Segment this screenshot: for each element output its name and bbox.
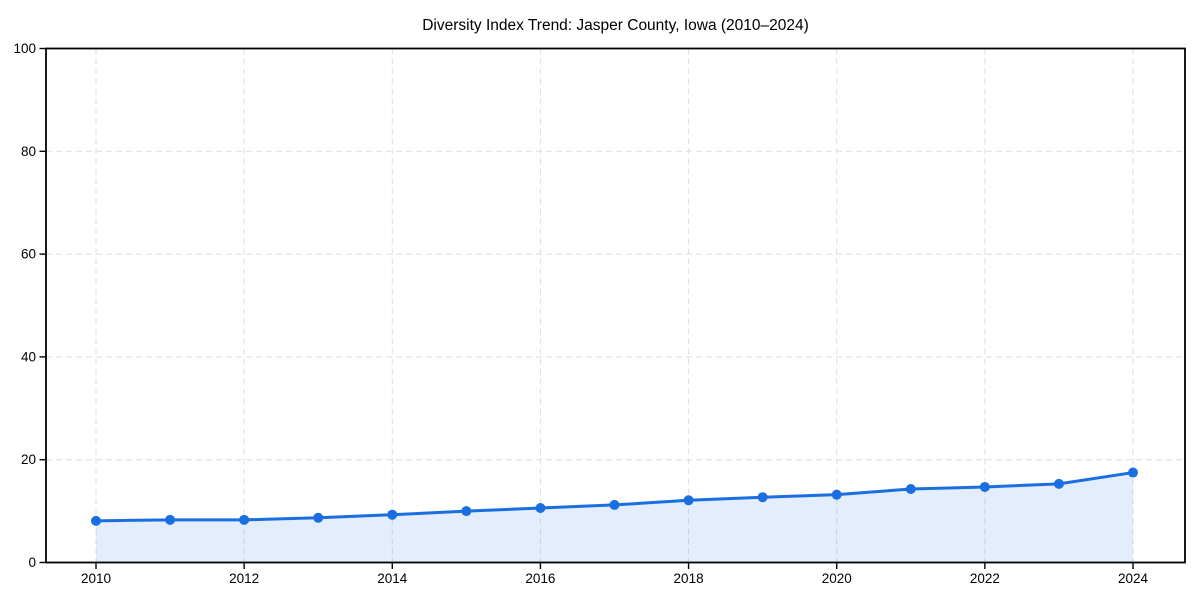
- data-point-2015: [461, 506, 472, 517]
- x-tick-label-2020: 2020: [822, 571, 852, 586]
- x-tick-label-2012: 2012: [229, 571, 259, 586]
- data-point-2012: [239, 514, 250, 525]
- x-tick-label-2018: 2018: [674, 571, 704, 586]
- chart-title: Diversity Index Trend: Jasper County, Io…: [422, 17, 809, 34]
- data-point-2023: [1053, 478, 1064, 489]
- x-tick-label-2014: 2014: [377, 571, 408, 586]
- y-tick-label-80: 80: [21, 144, 36, 159]
- data-point-2024: [1128, 467, 1138, 478]
- y-tick-label-0: 0: [28, 555, 36, 570]
- x-tick-label-2024: 2024: [1118, 571, 1149, 586]
- data-point-2011: [165, 514, 176, 525]
- x-tick-label-2016: 2016: [525, 571, 555, 586]
- y-tick-label-60: 60: [21, 247, 36, 262]
- data-point-2014: [387, 509, 398, 520]
- x-tick-label-2022: 2022: [970, 571, 1000, 586]
- data-point-2021: [905, 483, 916, 494]
- data-point-2019: [757, 492, 768, 503]
- data-point-2022: [979, 481, 990, 492]
- data-point-2018: [683, 495, 694, 506]
- y-tick-label-100: 100: [13, 41, 36, 56]
- x-tick-label-2010: 2010: [81, 571, 111, 586]
- y-tick-label-40: 40: [21, 349, 36, 364]
- data-point-2013: [313, 512, 324, 523]
- data-point-2017: [609, 499, 620, 510]
- data-point-2016: [535, 503, 546, 514]
- series-area: [96, 472, 1133, 563]
- y-tick-label-20: 20: [21, 452, 36, 467]
- data-point-2010: [91, 515, 101, 526]
- data-point-2020: [831, 489, 842, 500]
- plot-border: [45, 47, 1186, 564]
